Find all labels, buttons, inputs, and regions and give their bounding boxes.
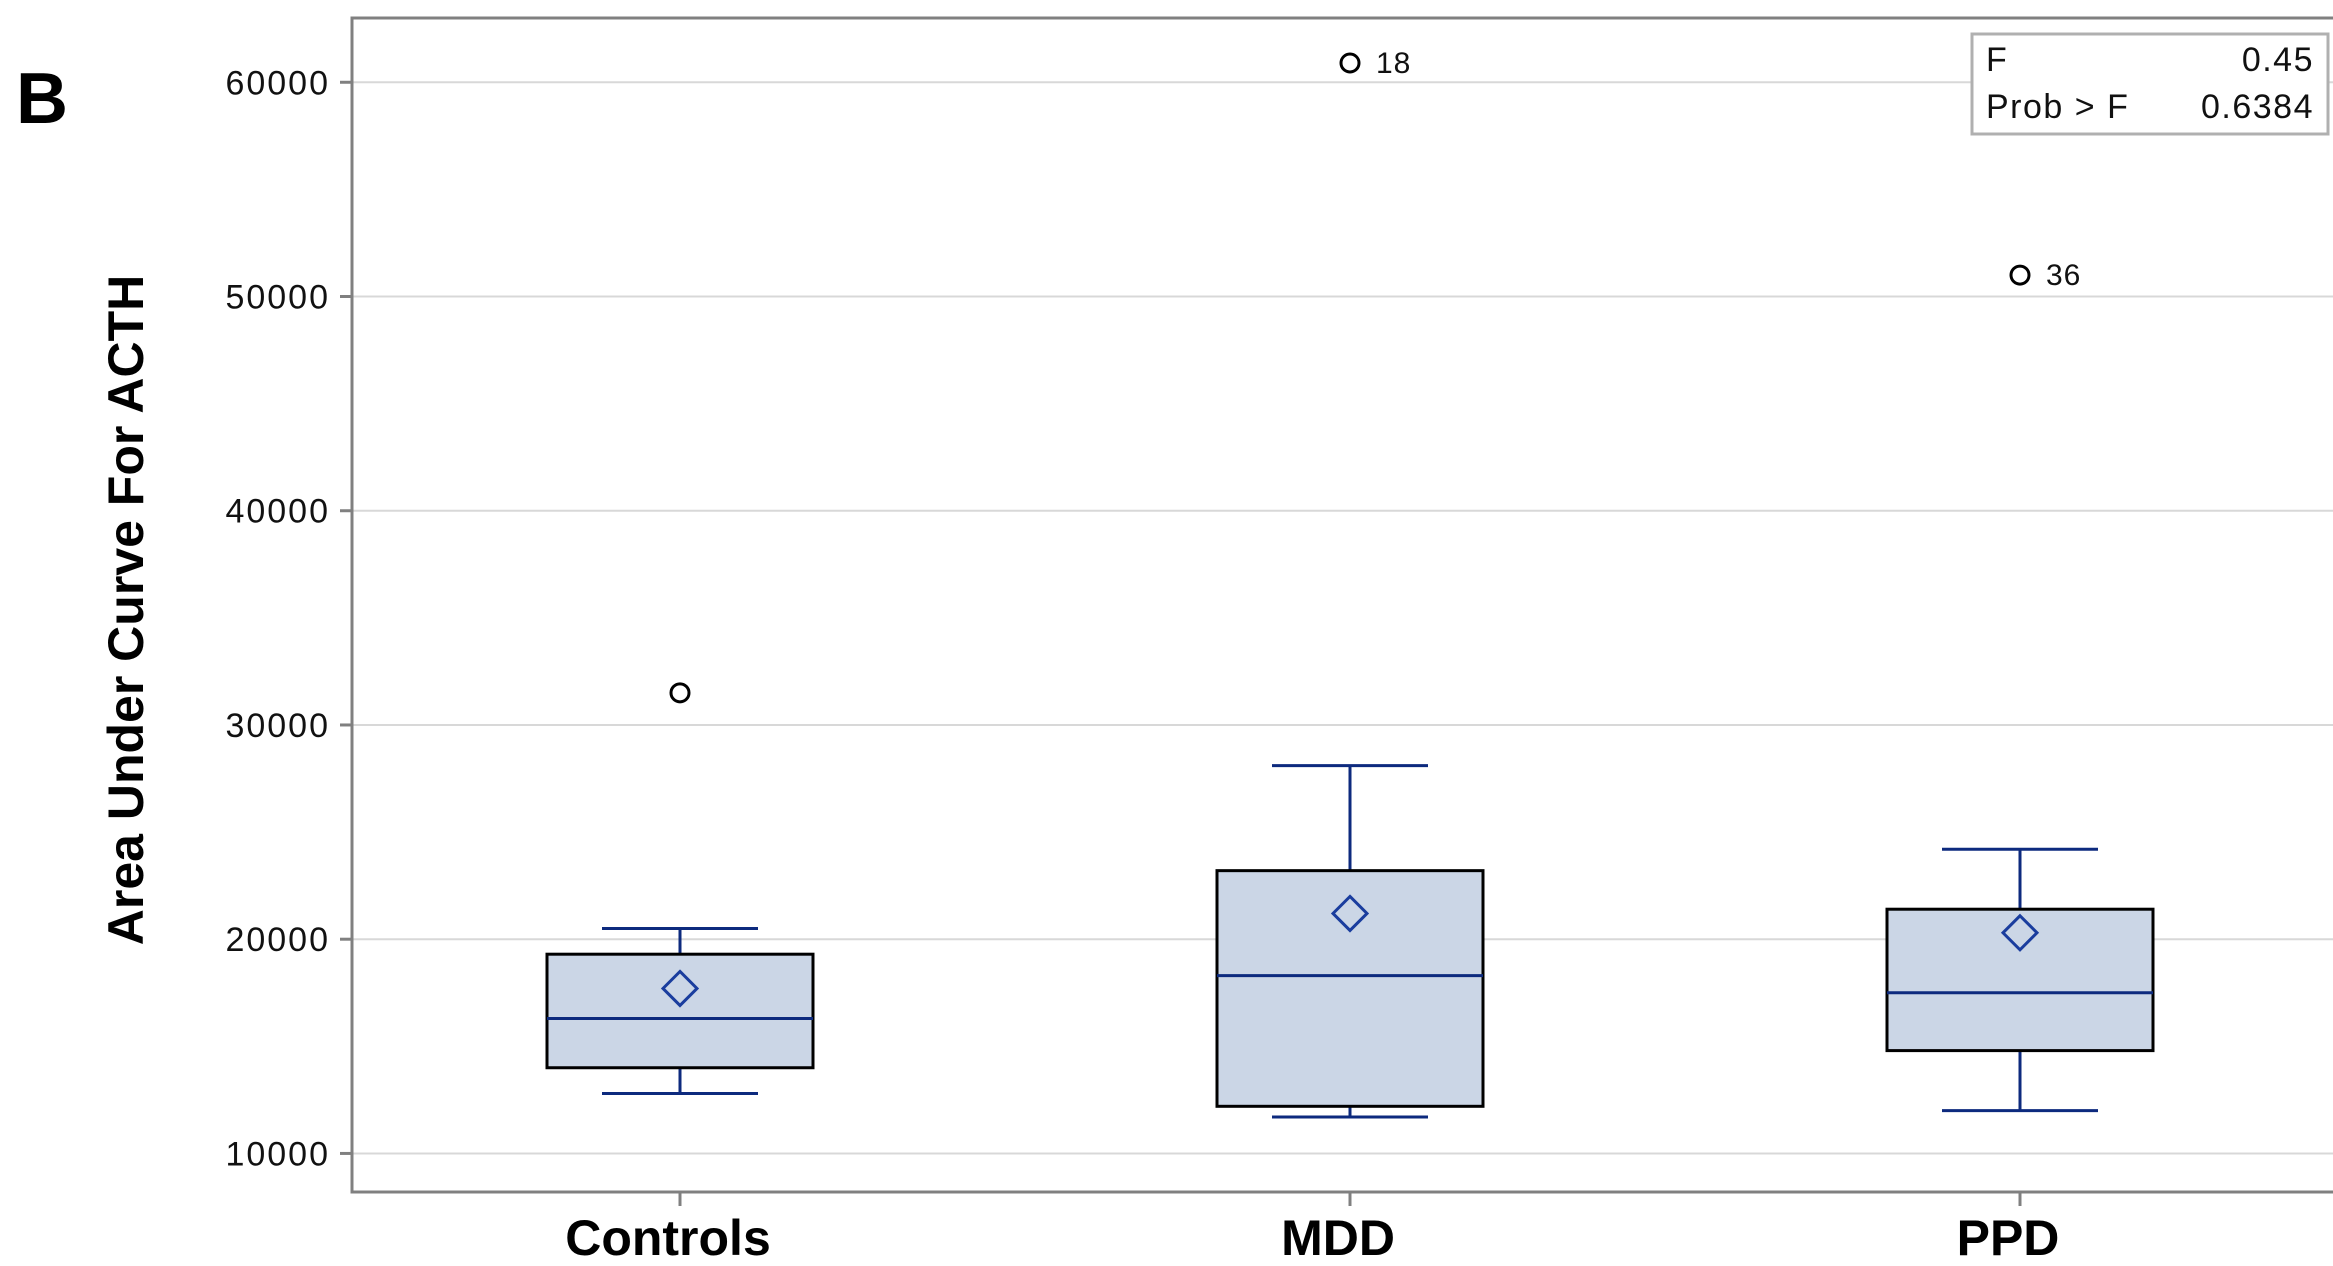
iqr-box — [1885, 907, 2155, 1053]
x-category-label: PPD — [1957, 1210, 2060, 1266]
mean-marker — [1330, 894, 1370, 933]
x-category-label: MDD — [1281, 1210, 1395, 1266]
outlier-label: 36 — [2046, 259, 2081, 292]
stat-label: Prob > F — [1986, 88, 2129, 126]
outlier-label: 18 — [1376, 47, 1411, 80]
y-tick-label: 40000 — [225, 493, 330, 531]
x-category-label: Controls — [565, 1210, 771, 1266]
iqr-box — [1215, 869, 1485, 1108]
panel-letter: B — [16, 59, 68, 139]
outlier-point — [2009, 264, 2031, 286]
stat-value: 0.45 — [2242, 41, 2314, 79]
y-tick-label: 30000 — [225, 707, 330, 745]
outlier-point — [669, 682, 691, 704]
y-tick-label: 10000 — [225, 1135, 330, 1173]
y-tick-label: 20000 — [225, 921, 330, 959]
outlier-point — [1339, 52, 1361, 74]
iqr-box — [545, 952, 815, 1070]
stat-label: F — [1986, 41, 2008, 79]
mean-marker — [2000, 913, 2040, 952]
y-tick-label: 50000 — [225, 279, 330, 317]
mean-marker — [660, 969, 700, 1008]
y-tick-label: 60000 — [225, 64, 330, 102]
stat-value: 0.6384 — [2201, 88, 2314, 126]
plot-frame — [350, 16, 2333, 1194]
stats-inset — [1970, 32, 2330, 136]
